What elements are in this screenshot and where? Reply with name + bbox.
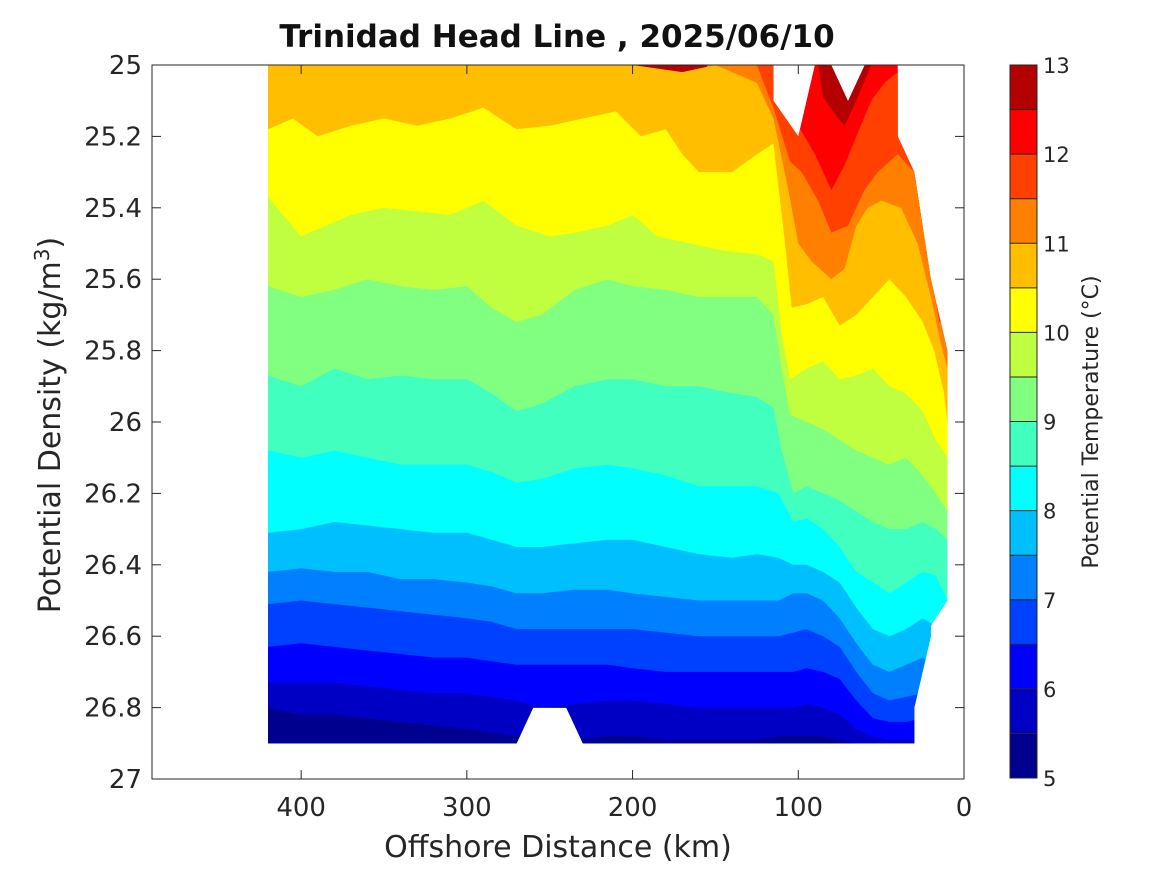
colorbar-swatch-11.5 — [1010, 154, 1037, 199]
x-axis: 400 300 200 100 0 — [276, 65, 972, 823]
colorbar-swatch-10 — [1010, 287, 1037, 333]
x-tick-label: 100 — [773, 793, 823, 823]
y-axis-label-sup: 3 — [30, 248, 54, 261]
y-tick-label: 26.4 — [84, 551, 142, 581]
y-tick-label: 25.8 — [84, 337, 142, 367]
colorbar: 5 6 7 8 9 10 11 12 13 — [1009, 54, 1070, 791]
colorbar-label: Potential Temperature (°C) — [1079, 275, 1104, 568]
y-tick-label: 26.6 — [84, 622, 142, 652]
colorbar-frame — [1009, 64, 1038, 779]
y-tick-label: 25.4 — [84, 194, 142, 224]
colorbar-tick-label: 13 — [1043, 54, 1070, 78]
colorbar-swatch-6 — [1010, 644, 1037, 689]
y-tick-label: 26 — [109, 408, 142, 438]
colorbar-swatch-5.5 — [1010, 688, 1037, 734]
y-axis: 25 25.2 25.4 25.6 25.8 26 26.2 26.4 26.6 26.8 27 — [84, 51, 964, 795]
y-tick-label: 26.2 — [84, 479, 142, 509]
y-tick-label: 25 — [109, 51, 142, 81]
x-tick-label: 0 — [956, 793, 973, 823]
contour-bands — [268, 65, 948, 744]
y-axis-label: Potential Density (kg/m3) — [30, 237, 68, 613]
y-axis-label-end: ) — [33, 237, 68, 249]
x-tick-label: 400 — [276, 793, 326, 823]
colorbar-tick-label: 12 — [1043, 143, 1070, 167]
y-tick-label: 26.8 — [84, 694, 142, 724]
colorbar-swatch-7.5 — [1010, 510, 1037, 556]
colorbar-swatch-11 — [1010, 198, 1037, 244]
colorbar-swatch-12.5 — [1010, 65, 1037, 110]
colorbar-tick-label: 5 — [1043, 767, 1056, 791]
x-tick-label: 200 — [608, 793, 658, 823]
colorbar-swatch-9 — [1010, 376, 1037, 422]
colorbar-swatch-7 — [1010, 555, 1037, 600]
y-axis-label-main: Potential Density (kg/m — [33, 261, 68, 613]
colorbar-swatch-5 — [1010, 733, 1037, 778]
colorbar-swatch-8.5 — [1010, 421, 1037, 467]
colorbar-swatch-8 — [1010, 466, 1037, 511]
colorbar-swatch-12 — [1010, 109, 1037, 155]
x-tick-label: 300 — [442, 793, 492, 823]
colorbar-tick-label: 9 — [1043, 411, 1056, 435]
colorbar-tick-label: 7 — [1043, 589, 1056, 613]
chart-title: Trinidad Head Line , 2025/06/10 — [279, 19, 834, 55]
colorbar-swatch-6.5 — [1010, 599, 1037, 645]
colorbar-swatch-9.5 — [1010, 332, 1037, 377]
colorbar-tick-label: 8 — [1043, 500, 1056, 524]
y-tick-label: 25.2 — [84, 122, 142, 152]
colorbar-tick-label: 6 — [1043, 678, 1056, 702]
colorbar-tick-label: 11 — [1043, 232, 1070, 256]
y-tick-label: 25.6 — [84, 265, 142, 295]
colorbar-tick-label: 10 — [1043, 321, 1070, 345]
y-tick-label: 27 — [109, 765, 142, 795]
contour-fill-region — [268, 65, 948, 744]
colorbar-swatch-10.5 — [1010, 243, 1037, 288]
x-axis-label: Offshore Distance (km) — [384, 830, 732, 865]
